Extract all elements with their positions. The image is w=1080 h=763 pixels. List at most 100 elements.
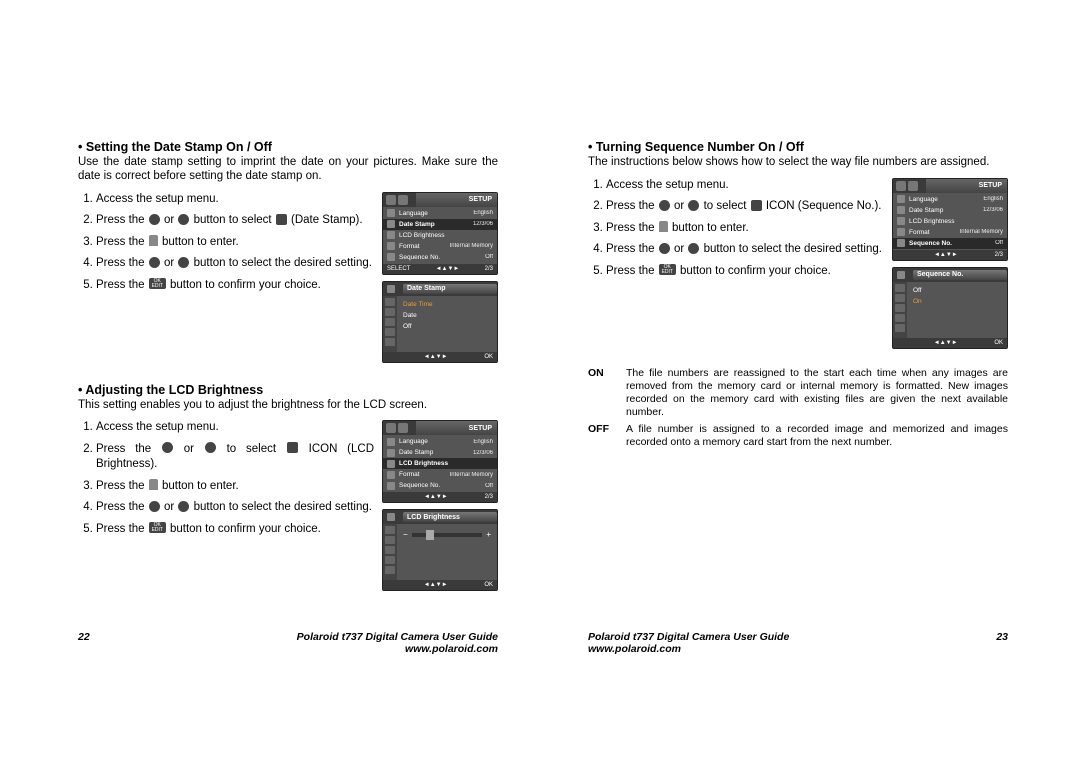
page-footer: 22 Polaroid t737 Digital Camera User Gui…: [78, 631, 1008, 655]
step: Press the button to enter.: [96, 479, 374, 495]
lcd-icon: [287, 442, 298, 453]
menu-row: LanguageEnglish: [383, 436, 497, 447]
def-label: OFF: [588, 423, 614, 449]
page-spread: • Setting the Date Stamp On / Off Use th…: [0, 0, 1080, 591]
ok-icon: OKEDIT: [659, 264, 676, 275]
step: Access the setup menu.: [96, 420, 374, 436]
step: Press the or button to select (Date Stam…: [96, 213, 374, 229]
section-title: • Setting the Date Stamp On / Off: [78, 140, 498, 154]
datestamp-icon: [276, 214, 287, 225]
screen-title: SETUP: [416, 421, 497, 435]
down-icon: [178, 214, 189, 225]
menu-row: LCD Brightness: [893, 216, 1007, 227]
section-desc: This setting enables you to adjust the b…: [78, 399, 498, 413]
submenu-screen: LCD Brightness −+ ◄▲▼►OK: [382, 509, 498, 591]
enter-icon: [149, 235, 158, 246]
page-22: • Setting the Date Stamp On / Off Use th…: [78, 140, 498, 591]
down-icon: [205, 442, 216, 453]
menu-row-selected: Date Stamp12/3/06: [383, 219, 497, 230]
camera-icon: [386, 195, 396, 205]
def-label: ON: [588, 367, 614, 420]
menu-row: FormatInternal Memory: [383, 241, 497, 252]
content-row: Access the setup menu. Press the or butt…: [78, 192, 498, 363]
menu-row-selected: LCD Brightness: [383, 458, 497, 469]
steps-list: Access the setup menu. Press the or butt…: [78, 192, 374, 363]
screen-title: SETUP: [416, 193, 497, 207]
up-icon: [149, 257, 160, 268]
menu-row: LanguageEnglish: [383, 208, 497, 219]
step: Press the or to select ICON (LCD Brightn…: [96, 442, 374, 473]
section-desc: The instructions below shows how to sele…: [588, 156, 1008, 170]
step: Press the or button to select the desire…: [96, 256, 374, 272]
steps-list: Access the setup menu. Press the or to s…: [78, 420, 374, 591]
back-icon: [387, 285, 395, 293]
up-icon: [659, 243, 670, 254]
step: Press the or button to select the desire…: [606, 242, 884, 258]
screen-header: SETUP: [383, 193, 497, 207]
up-icon: [149, 214, 160, 225]
definition-off: OFF A file number is assigned to a recor…: [588, 423, 1008, 449]
section-lcd-brightness: • Adjusting the LCD Brightness This sett…: [78, 383, 498, 592]
definition-on: ON The file numbers are reassigned to th…: [588, 367, 1008, 420]
submenu-title: LCD Brightness: [403, 512, 497, 522]
page-number: 23: [996, 631, 1008, 643]
step: Access the setup menu.: [96, 192, 374, 208]
definitions: ON The file numbers are reassigned to th…: [588, 367, 1008, 450]
enter-icon: [149, 479, 158, 490]
footer-right: 23 Polaroid t737 Digital Camera User Gui…: [588, 631, 1008, 655]
section-sequence-number: • Turning Sequence Number On / Off The i…: [588, 140, 1008, 349]
up-icon: [162, 442, 173, 453]
step: Press the button to enter.: [606, 221, 884, 237]
menu-row: FormatInternal Memory: [383, 469, 497, 480]
step: Press the OKEDIT button to confirm your …: [96, 278, 374, 294]
step: Press the or button to select the desire…: [96, 500, 374, 516]
submenu-screen: Sequence No. Off On ◄▲▼►OK: [892, 267, 1008, 349]
section-desc: Use the date stamp setting to imprint th…: [78, 156, 498, 184]
option: Date: [403, 310, 491, 321]
step: Press the OKEDIT button to confirm your …: [96, 522, 374, 538]
step: Press the or to select ICON (Sequence No…: [606, 199, 884, 215]
side-icons: [383, 296, 397, 352]
def-text: A file number is assigned to a recorded …: [626, 423, 1008, 449]
screenshots: SETUP LanguageEnglish Date Stamp12/3/06 …: [382, 192, 498, 363]
footer-title: Polaroid t737 Digital Camera User Guide: [588, 631, 789, 643]
option: Date Time: [403, 299, 491, 310]
footer-left: 22 Polaroid t737 Digital Camera User Gui…: [78, 631, 498, 655]
wrench-icon: [398, 195, 408, 205]
down-icon: [688, 243, 699, 254]
seq-icon: [751, 200, 762, 211]
page-number: 22: [78, 631, 90, 643]
option: Off: [913, 285, 1001, 296]
footer-url: www.polaroid.com: [588, 643, 681, 655]
submenu-title: Date Stamp: [403, 284, 497, 294]
down-icon: [178, 501, 189, 512]
screen-footer: SELECT◄▲▼►2/3: [383, 264, 497, 274]
up-icon: [149, 501, 160, 512]
down-icon: [688, 200, 699, 211]
menu-row: Date Stamp12/3/06: [893, 205, 1007, 216]
setup-screen: SETUP LanguageEnglish Date Stamp12/3/06 …: [382, 192, 498, 275]
screenshots: SETUP LanguageEnglish Date Stamp12/3/06 …: [382, 420, 498, 591]
def-text: The file numbers are reassigned to the s…: [626, 367, 1008, 420]
submenu-screen: Date Stamp Date Time Date Off ◄▲▼►OK: [382, 281, 498, 363]
menu-row-selected: Sequence No.Off: [893, 238, 1007, 249]
menu-row: Sequence No.Off: [383, 480, 497, 491]
menu-row: LCD Brightness: [383, 230, 497, 241]
step: Press the OKEDIT button to confirm your …: [606, 264, 884, 280]
screen-title: SETUP: [926, 179, 1007, 193]
enter-icon: [659, 221, 668, 232]
page-23: • Turning Sequence Number On / Off The i…: [588, 140, 1008, 591]
down-icon: [178, 257, 189, 268]
up-icon: [659, 200, 670, 211]
step: Press the button to enter.: [96, 235, 374, 251]
option: On: [913, 296, 1001, 307]
ok-icon: OKEDIT: [149, 522, 166, 533]
setup-screen: SETUP LanguageEnglish Date Stamp12/3/06 …: [892, 178, 1008, 261]
section-title: • Adjusting the LCD Brightness: [78, 383, 498, 397]
brightness-slider: [412, 533, 483, 537]
menu-row: Sequence No.Off: [383, 252, 497, 263]
submenu-title: Sequence No.: [913, 270, 1007, 280]
footer-title: Polaroid t737 Digital Camera User Guide: [297, 631, 498, 643]
menu-row: LanguageEnglish: [893, 194, 1007, 205]
step: Access the setup menu.: [606, 178, 884, 194]
